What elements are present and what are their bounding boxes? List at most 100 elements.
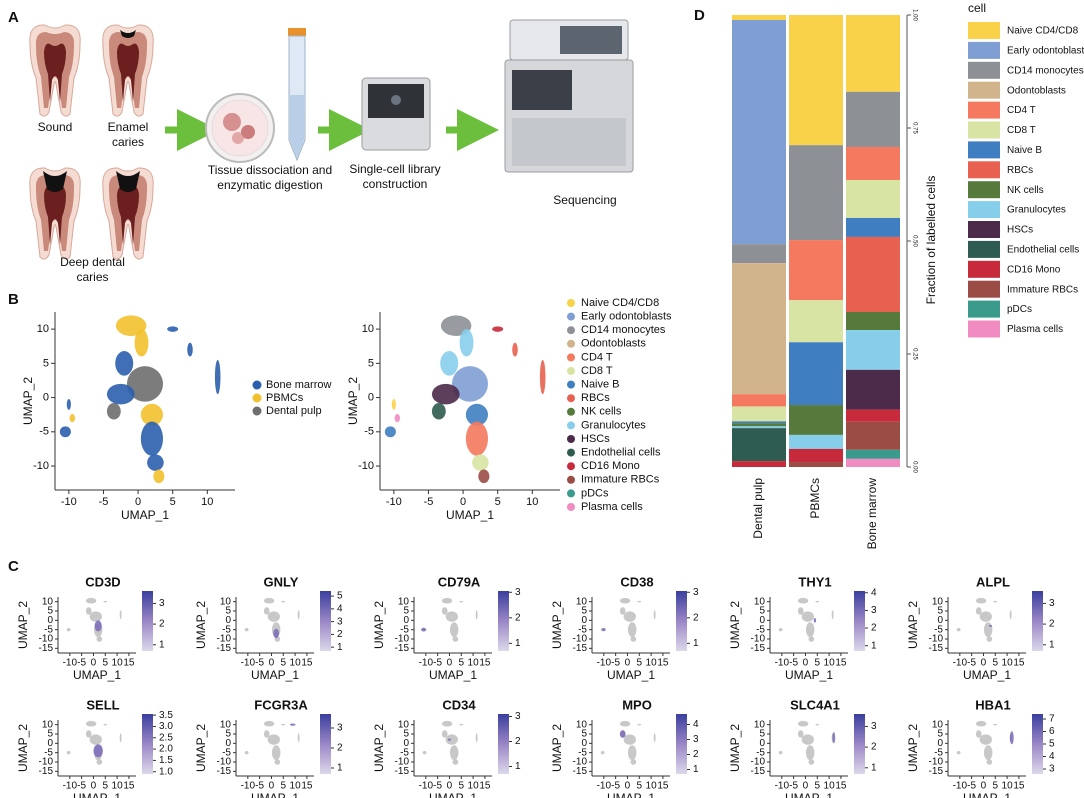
tooth <box>102 24 154 117</box>
legend-swatch <box>968 221 1000 238</box>
tooth-pulp <box>44 43 66 102</box>
x-tick-label: 10 <box>824 781 836 792</box>
cell-cluster <box>619 720 631 727</box>
tooth-pulp <box>44 186 66 245</box>
cell-cluster <box>956 627 961 632</box>
expression-cluster <box>448 738 451 741</box>
y-tick-label: -5 <box>222 747 231 758</box>
cell-cluster <box>653 610 656 620</box>
y-tick-label: 0 <box>47 615 53 626</box>
color-bar-label: 1.0 <box>159 766 173 777</box>
color-bar-label: 2 <box>159 619 165 630</box>
x-tick-label: -5 <box>424 496 434 508</box>
y-tick-label: -10 <box>751 757 766 768</box>
cell-cluster <box>805 745 815 761</box>
tooth-label: Deep dental caries <box>60 255 125 284</box>
legend-label: Immature RBCs <box>1007 284 1078 295</box>
legend-swatch <box>567 299 575 307</box>
x-tick-label: 0 <box>625 781 631 792</box>
bar-segment <box>846 91 900 147</box>
legend-swatch <box>968 320 1000 338</box>
bar-segment <box>789 300 843 343</box>
x-tick-label: 15 <box>835 658 847 669</box>
color-bar-label: 3 <box>871 721 877 732</box>
x-tick-label: -5 <box>77 781 86 792</box>
color-bar-label: 3 <box>693 734 699 745</box>
y-tick-label: 0 <box>759 615 765 626</box>
tooth <box>102 167 154 260</box>
y-tick-label: -10 <box>573 757 588 768</box>
cell-cluster <box>979 734 992 745</box>
legend-swatch <box>567 421 575 430</box>
color-bar-label: 3 <box>871 605 877 616</box>
cell-cluster <box>465 421 488 456</box>
y-tick-label: 10 <box>37 323 49 335</box>
color-bar-label: 2 <box>1049 619 1055 630</box>
cell-cluster <box>653 733 656 743</box>
legend-label: Naive B <box>581 379 620 391</box>
cell-cluster <box>993 723 998 726</box>
cell-cluster <box>263 720 275 727</box>
legend-swatch <box>567 339 575 348</box>
step-label: Sequencing <box>553 193 617 207</box>
x-tick-label: 5 <box>458 658 464 669</box>
tooth-pulp <box>117 43 139 102</box>
y-tick-label: -10 <box>217 757 232 768</box>
x-tick-label: -10 <box>63 781 78 792</box>
x-tick-label: -10 <box>597 658 612 669</box>
cell-cluster <box>801 611 814 622</box>
y-axis-label: UMAP_2 <box>372 724 386 772</box>
x-tick-label: 5 <box>495 496 501 508</box>
panel-label: D <box>694 7 705 24</box>
x-tick-label: -10 <box>241 781 256 792</box>
expression-cluster <box>289 723 296 726</box>
step-label: Single-cell library construction <box>349 162 441 191</box>
cell-cluster <box>140 421 163 456</box>
legend-swatch <box>968 141 1000 159</box>
y-tick-label: 5 <box>47 729 53 740</box>
color-bar-label: 1 <box>337 763 343 774</box>
x-axis-label: UMAP_1 <box>251 668 299 682</box>
legend-swatch <box>567 312 575 321</box>
y-axis-label: UMAP_2 <box>728 601 742 649</box>
bar-segment <box>846 449 900 459</box>
legend-label: HSCs <box>581 433 610 445</box>
legend-label: pDCs <box>581 487 609 499</box>
cell-cluster <box>85 720 97 727</box>
color-bar-label: 1 <box>871 762 877 773</box>
legend-label: Dental pulp <box>266 405 322 417</box>
color-bar-label: 4 <box>1049 751 1055 762</box>
cell-cluster <box>797 720 809 727</box>
color-bar-label: 3 <box>159 598 165 609</box>
y-tick-label: 5 <box>403 606 409 617</box>
y-tick-label: -10 <box>39 757 54 768</box>
y-tick-label: 10 <box>576 596 588 607</box>
cell-cluster <box>267 734 280 745</box>
gene-title: CD79A <box>438 574 481 589</box>
cell-cluster <box>115 351 134 376</box>
cell-cluster <box>986 636 993 642</box>
legend-label: Early odontoblasts <box>581 311 672 323</box>
x-tick-label: 15 <box>479 658 491 669</box>
legend-label: Immature RBCs <box>581 474 660 486</box>
cell-cluster <box>140 403 163 426</box>
y-tick-label: 10 <box>42 719 54 730</box>
cell-cluster <box>103 723 108 726</box>
y-tick-label: -15 <box>751 766 766 777</box>
color-bar-label: 3 <box>337 723 343 734</box>
y-axis-label: UMAP_2 <box>550 724 564 772</box>
cell-cluster <box>475 610 478 620</box>
color-bar <box>142 714 153 774</box>
x-tick-label: 15 <box>1013 781 1025 792</box>
y-tick-label: -15 <box>929 766 944 777</box>
cell-cluster <box>983 745 993 761</box>
legend-label: Granulocytes <box>1007 205 1066 216</box>
cell-cluster <box>797 597 809 604</box>
legend-swatch <box>567 367 575 375</box>
x-tick-label: -5 <box>789 781 798 792</box>
y-axis-label: UMAP_2 <box>21 377 35 425</box>
color-bar-label: 2 <box>515 612 521 623</box>
cell-cluster <box>512 342 518 357</box>
y-tick-label: 0 <box>581 615 587 626</box>
